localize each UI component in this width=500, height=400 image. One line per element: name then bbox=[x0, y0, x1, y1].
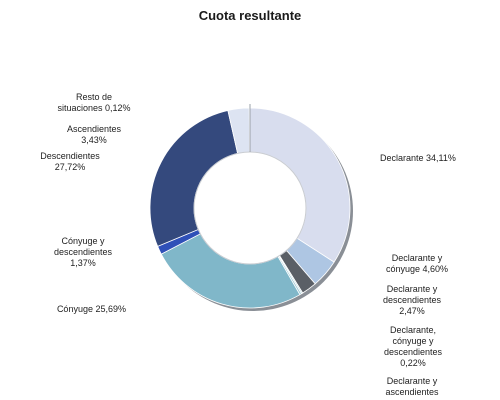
label-ascendientes: Ascendientes 3,43% bbox=[66, 124, 122, 145]
label-declarante-ascendientes: Declarante y ascendientes bbox=[385, 376, 439, 397]
label-declarante-descendientes: Declarante y descendientes 2,47% bbox=[382, 284, 442, 316]
label-declarante: Declarante 34,11% bbox=[380, 153, 456, 163]
label-conyuge: Cónyuge 25,69% bbox=[56, 304, 126, 314]
label-conyuge-descendientes: Cónyuge y descendientes 1,37% bbox=[53, 236, 113, 268]
label-declarante-conyuge-descendientes: Declarante, cónyuge y descendientes 0,22… bbox=[383, 325, 443, 368]
donut-hole bbox=[193, 151, 307, 265]
label-descendientes: Descendientes 27,72% bbox=[40, 151, 100, 172]
label-resto: Resto de situaciones 0,12% bbox=[57, 92, 131, 113]
chart-title: Cuota resultante bbox=[198, 8, 302, 23]
label-declarante-conyuge: Declarante y cónyuge 4,60% bbox=[385, 253, 449, 274]
